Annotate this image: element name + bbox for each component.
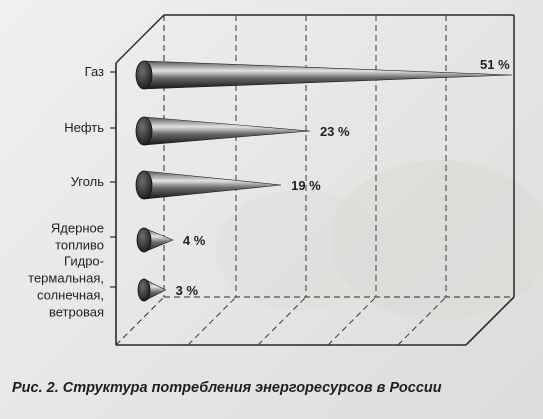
value-label: 23 % bbox=[320, 124, 350, 139]
gridline-floor bbox=[397, 296, 447, 346]
value-label: 4 % bbox=[183, 233, 206, 248]
cone-series bbox=[135, 60, 513, 302]
gridlines bbox=[187, 15, 447, 346]
cone-bar-chart: Газ Нефть Уголь Ядерное топливоГидро-термаль… bbox=[28, 14, 515, 346]
cone-bar bbox=[143, 60, 513, 90]
cone-base bbox=[135, 116, 153, 146]
floor-right-edge bbox=[465, 296, 515, 346]
category-label: Гидро-термальная, солнечная, ветровая bbox=[28, 254, 104, 320]
value-labels: 51 % 23 % 19 % 4 % 3 % bbox=[176, 57, 510, 298]
gridline-floor bbox=[327, 296, 377, 346]
category-label: Ядерное топливо bbox=[51, 221, 104, 253]
chart-frame bbox=[115, 14, 515, 346]
cone-bar bbox=[143, 116, 310, 146]
top-depth-edge bbox=[115, 14, 165, 64]
cone-base bbox=[136, 227, 152, 253]
value-label: 51 % bbox=[480, 57, 510, 72]
category-label: Нефть bbox=[64, 120, 104, 135]
category-label: Уголь bbox=[71, 174, 105, 189]
cone-bar bbox=[143, 170, 282, 200]
value-label: 3 % bbox=[176, 283, 199, 298]
cone-base bbox=[135, 60, 153, 90]
cone-base bbox=[137, 278, 151, 302]
figure-caption: Рис. 2. Структура потребления энергоресу… bbox=[12, 380, 442, 396]
gridline-floor bbox=[257, 296, 307, 346]
category-labels: Газ Нефть Уголь Ядерное топливоГидро-термаль… bbox=[28, 64, 116, 320]
cone-base bbox=[135, 170, 153, 200]
gridline-floor bbox=[187, 296, 237, 346]
value-label: 19 % bbox=[291, 178, 321, 193]
floor-left-depth-edge bbox=[115, 296, 165, 346]
category-label: Газ bbox=[85, 64, 104, 79]
